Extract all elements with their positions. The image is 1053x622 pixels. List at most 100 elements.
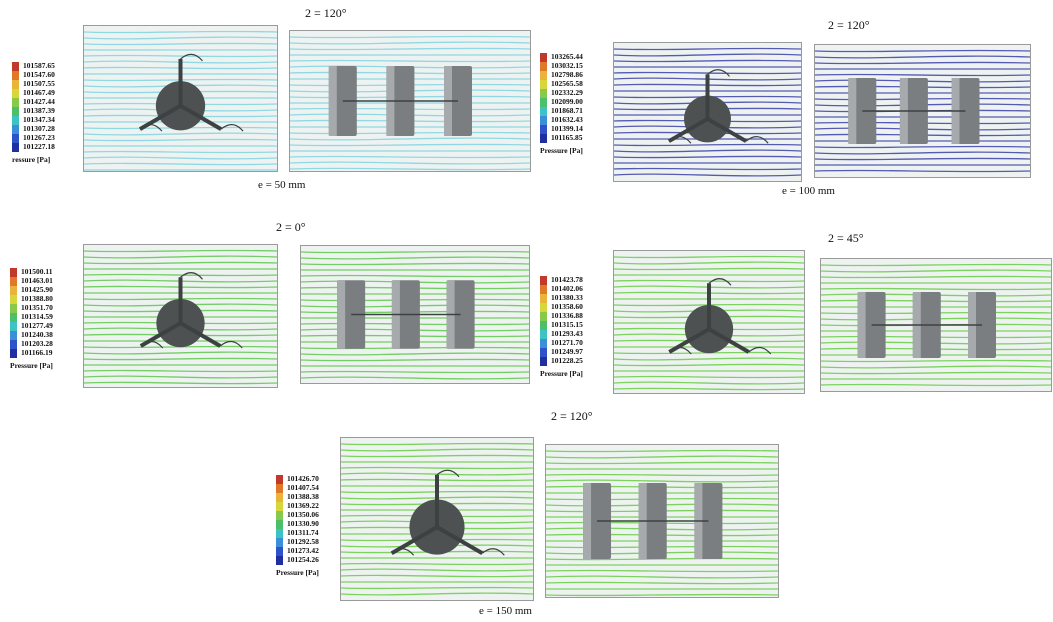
legend-value: 101254.26: [287, 555, 319, 564]
streamline: [614, 351, 804, 355]
streamline: [84, 132, 277, 136]
streamline: [614, 303, 804, 307]
legend-value: 101277.49: [21, 321, 53, 330]
legend-color-swatch: [540, 71, 547, 80]
legend-color-swatch: [276, 484, 283, 493]
legend-color-swatch: [10, 277, 17, 286]
streamline: [84, 156, 277, 160]
streamline: [301, 256, 529, 260]
legend-color-swatch: [10, 286, 17, 295]
legend-color-swatch: [10, 295, 17, 304]
e-label-50: e = 50 mm: [258, 179, 306, 191]
turbine-hub: [409, 499, 465, 555]
cylinder-highlight: [848, 78, 857, 144]
side-view-panel-3: [300, 245, 530, 384]
angle-label-2: 2 = 120°: [828, 18, 870, 32]
blade-curve: [391, 548, 415, 556]
streamline: [614, 291, 804, 295]
streamline: [84, 42, 277, 46]
streamline: [84, 297, 277, 301]
streamline: [301, 358, 529, 362]
streamline: [341, 442, 533, 446]
streamline: [815, 49, 1030, 53]
side-view-panel-1: [289, 30, 531, 172]
legend-value: 101351.70: [21, 303, 53, 312]
front-view-panel-5: [340, 437, 534, 601]
streamline: [301, 250, 529, 254]
streamline: [821, 359, 1051, 363]
streamline: [614, 77, 801, 81]
legend-value: 101267.23: [23, 133, 55, 142]
streamline: [614, 167, 801, 171]
legend-value: 101399.14: [551, 124, 583, 133]
streamline: [84, 357, 277, 361]
legend-color-swatch: [276, 493, 283, 502]
streamline: [614, 267, 804, 271]
streamline: [614, 381, 804, 385]
streamline: [84, 375, 277, 379]
streamline: [614, 285, 804, 289]
blade-curve: [180, 272, 203, 280]
streamline: [614, 53, 801, 57]
legend-color-swatch: [10, 331, 17, 340]
legend-color-swatch: [10, 340, 17, 349]
streamline: [84, 279, 277, 283]
legend-color-swatch: [12, 98, 19, 107]
streamline: [84, 345, 277, 349]
legend-values: 103265.44 103032.15 102798.86 102565.58 1023…: [551, 52, 583, 142]
turbine-arm: [706, 117, 748, 143]
legend-value: 102099.00: [551, 97, 583, 106]
legend-color-swatch: [12, 134, 19, 143]
streamline: [546, 461, 778, 465]
legend-value: 101273.42: [287, 546, 319, 555]
legend-value: 103032.15: [551, 61, 583, 70]
streamline: [84, 30, 277, 34]
legend-value: 102798.86: [551, 70, 583, 79]
streamline: [614, 155, 801, 159]
legend-value: 101427.44: [23, 97, 55, 106]
flow-field: [821, 259, 1051, 391]
streamline: [546, 479, 778, 483]
legend-color-swatch: [540, 107, 547, 116]
cylinder-highlight: [337, 280, 346, 349]
legend-value: 101547.60: [23, 70, 55, 79]
streamline: [546, 569, 778, 573]
streamline: [614, 143, 801, 147]
legend-values: 101500.11 101463.01 101425.90 101388.80 1013…: [21, 267, 53, 357]
turbine-arm: [179, 104, 223, 131]
cylinder-highlight: [857, 292, 866, 358]
blade-curve: [707, 69, 730, 77]
streamline: [341, 496, 533, 500]
legend-value: 101632.43: [551, 115, 583, 124]
legend-colorbar: [12, 62, 19, 152]
streamline: [301, 370, 529, 374]
streamline: [341, 448, 533, 452]
legend-color-swatch: [276, 556, 283, 565]
blade-curve: [219, 340, 243, 349]
legend-color-swatch: [10, 322, 17, 331]
streamline: [84, 261, 277, 265]
blade-curve: [140, 340, 164, 349]
streamline: [341, 574, 533, 578]
legend-value: 101228.25: [551, 356, 583, 365]
streamline: [301, 274, 529, 278]
streamline: [614, 47, 801, 51]
legend-color-swatch: [540, 312, 547, 321]
legend-color-swatch: [540, 62, 547, 71]
legend-color-swatch: [276, 475, 283, 484]
legend-value: 101402.06: [551, 284, 583, 293]
streamline: [84, 351, 277, 355]
legend-color-swatch: [540, 339, 547, 348]
blade-curve: [708, 278, 732, 286]
legend-value: 102565.58: [551, 79, 583, 88]
flow-field: [614, 251, 804, 393]
flow-field: [614, 43, 801, 181]
streamline: [84, 381, 277, 385]
streamline: [821, 383, 1051, 387]
streamline: [821, 263, 1051, 267]
legend-colorbar: [10, 268, 17, 358]
streamline: [301, 352, 529, 356]
streamline: [614, 71, 801, 75]
legend-color-swatch: [540, 53, 547, 62]
streamline: [341, 472, 533, 476]
